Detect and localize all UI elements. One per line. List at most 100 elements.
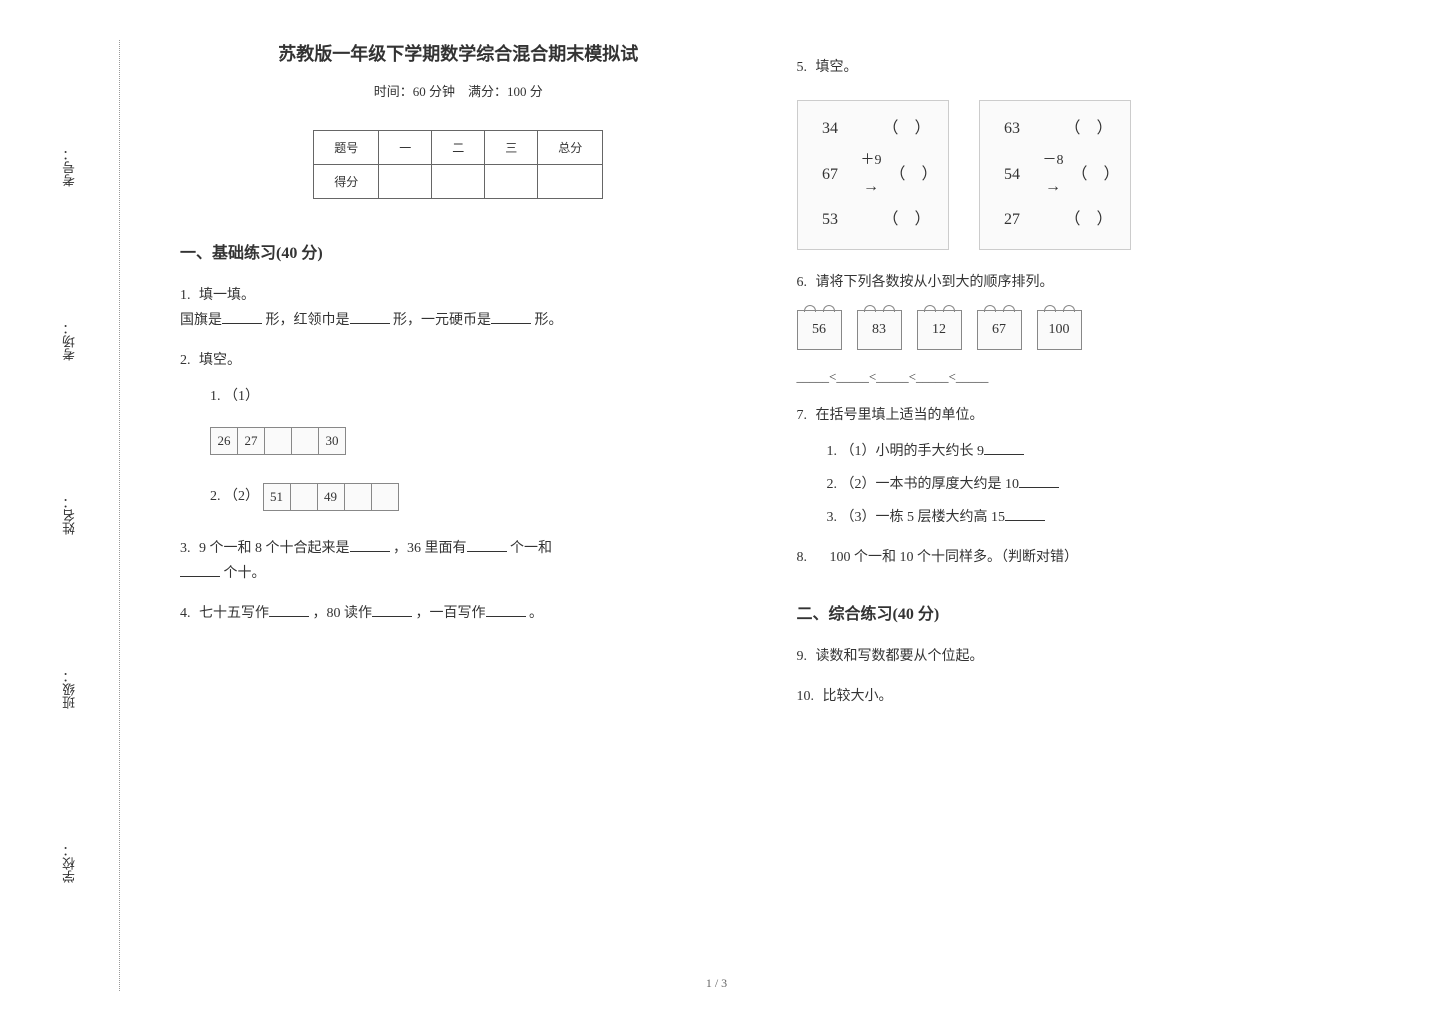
q5-row: 34 （ ）: [808, 115, 938, 144]
num-box: [371, 483, 399, 511]
section2-title: 二、综合练习(40 分): [797, 600, 1354, 624]
q-label: 在括号里填上适当的单位。: [816, 408, 984, 423]
paren: （ ）: [1065, 206, 1113, 235]
sub-num: 2.: [210, 489, 221, 504]
section1-title: 一、基础练习(40 分): [180, 239, 737, 263]
q-num: 6.: [797, 275, 808, 290]
sub-item: 1. （1）: [210, 384, 737, 409]
question-7: 7. 在括号里填上适当的单位。 1. （1）小明的手大约长 9 2. （2）一本…: [797, 403, 1354, 530]
q5-op: －8: [1043, 148, 1064, 173]
num-box: [290, 483, 318, 511]
num-box: 26: [210, 427, 238, 455]
q5-spacer: [861, 208, 875, 233]
num-tag: 56: [797, 310, 842, 350]
q-text: 读数和写数都要从个位起。: [816, 649, 984, 664]
q-label: 请将下列各数按从小到大的顺序排列。: [816, 275, 1054, 290]
q6-numbers: 56 83 12 67 100: [797, 310, 1354, 350]
blank: [269, 601, 309, 617]
blank: [350, 536, 390, 552]
left-column: 苏教版一年级下学期数学综合混合期末模拟试 时间：60 分钟 满分：100 分 题…: [150, 40, 767, 991]
num-sequence-2: 51 49: [263, 483, 398, 511]
text: ，36 里面有: [393, 541, 467, 556]
content: 苏教版一年级下学期数学综合混合期末模拟试 时间：60 分钟 满分：100 分 题…: [120, 40, 1413, 991]
right-column: 5. 填空。 34 （ ） 67 ＋9 →: [767, 40, 1384, 991]
sub-list: 1. （1）小明的手大约长 9 2. （2）一本书的厚度大约是 10 3. （3…: [827, 439, 1354, 531]
question-1: 1. 填一填。 国旗是 形，红领巾是 形，一元硬币是 形。: [180, 283, 737, 333]
th-num: 题号: [314, 131, 379, 165]
q-text: 比较大小。: [823, 689, 893, 704]
paren: （ ）: [1065, 115, 1113, 144]
th-total: 总分: [538, 131, 603, 165]
q5-left-group: 34 （ ） 67 ＋9 → （ ）: [797, 100, 949, 250]
text: 9 个一和 8 个十合起来是: [199, 541, 350, 556]
blank: [1005, 505, 1045, 521]
score-cell: [538, 165, 603, 199]
q5-op: ＋9: [861, 148, 882, 173]
binding-sidebar: 考号： 考场： 姓名： 班级： 学校：: [20, 40, 120, 991]
question-4: 4. 七十五写作 ，80 读作 ，一百写作 。: [180, 601, 737, 626]
text: 个一和: [510, 541, 552, 556]
sub-label: （1）: [224, 389, 259, 404]
q-num: 8.: [797, 550, 808, 565]
q-label: 填空。: [199, 353, 241, 368]
arrow-icon: →: [1045, 173, 1061, 202]
compare-line: _____<_____<_____<_____<_____: [797, 365, 1354, 388]
question-9: 9. 读数和写数都要从个位起。: [797, 644, 1354, 669]
num-box: 27: [237, 427, 265, 455]
sub-text: （1）小明的手大约长 9: [841, 444, 985, 459]
question-6: 6. 请将下列各数按从小到大的顺序排列。 56 83 12 67 100 ___…: [797, 270, 1354, 389]
blank: [350, 308, 390, 324]
blank: [984, 439, 1024, 455]
sub-text: （3）一栋 5 层楼大约高 15: [841, 510, 1006, 525]
question-5: 5. 填空。 34 （ ） 67 ＋9 →: [797, 55, 1354, 250]
question-3: 3. 9 个一和 8 个十合起来是 ，36 里面有 个一和 个十。: [180, 536, 737, 586]
text: 国旗是: [180, 313, 222, 328]
q-num: 7.: [797, 408, 808, 423]
blank: [180, 561, 220, 577]
score-table: 题号 一 二 三 总分 得分: [313, 130, 603, 199]
q5-val: 54: [990, 161, 1035, 190]
th-2: 二: [432, 131, 485, 165]
blank: [491, 308, 531, 324]
q5-right-group: 63 （ ） 54 －8 → （ ）: [979, 100, 1131, 250]
exam-subtitle: 时间：60 分钟 满分：100 分: [180, 81, 737, 100]
q5-row: 63 （ ）: [990, 115, 1120, 144]
table-row: 题号 一 二 三 总分: [314, 131, 603, 165]
text: 个十。: [224, 566, 266, 581]
text: 。: [529, 606, 543, 621]
q-num: 5.: [797, 60, 808, 75]
sidebar-label: 姓名：: [60, 496, 79, 535]
th-3: 三: [485, 131, 538, 165]
q-num: 2.: [180, 353, 191, 368]
question-8: 8. 100 个一和 10 个十同样多。（判断对错）: [797, 545, 1354, 570]
q5-row: 67 ＋9 → （ ）: [808, 148, 938, 202]
num-tag: 67: [977, 310, 1022, 350]
paren: （ ）: [890, 161, 938, 190]
sidebar-school: 学校：: [60, 844, 79, 883]
sidebar-label: 考场：: [60, 322, 79, 361]
q1-body: 国旗是 形，红领巾是 形，一元硬币是 形。: [180, 308, 737, 333]
sidebar-examid: 考号：: [60, 148, 79, 187]
blank: [467, 536, 507, 552]
num-box: [291, 427, 319, 455]
sub-list: 1. （1） 26 27 30 2. （2） 51: [210, 384, 737, 521]
num-box: 51: [263, 483, 291, 511]
sidebar-label: 考号：: [60, 148, 79, 187]
sub-num: 1.: [210, 389, 221, 404]
q-num: 1.: [180, 288, 191, 303]
q5-val: 53: [808, 206, 853, 235]
q5-spacer: [861, 117, 875, 142]
blank: [1019, 472, 1059, 488]
sub-item: 2. （2） 51 49: [210, 473, 737, 521]
sub-num: 2.: [827, 477, 838, 492]
num-box: 30: [318, 427, 346, 455]
sidebar-name: 姓名：: [60, 496, 79, 535]
question-10: 10. 比较大小。: [797, 684, 1354, 709]
q-label: 填一填。: [199, 288, 255, 303]
paren: （ ）: [883, 115, 931, 144]
q-text: 100 个一和 10 个十同样多。（判断对错）: [816, 550, 1079, 565]
q5-area: 34 （ ） 67 ＋9 → （ ）: [797, 100, 1354, 250]
num-sequence-1: 26 27 30: [210, 427, 345, 455]
q5-val: 34: [808, 115, 853, 144]
op-arrow: ＋9 →: [861, 148, 882, 202]
